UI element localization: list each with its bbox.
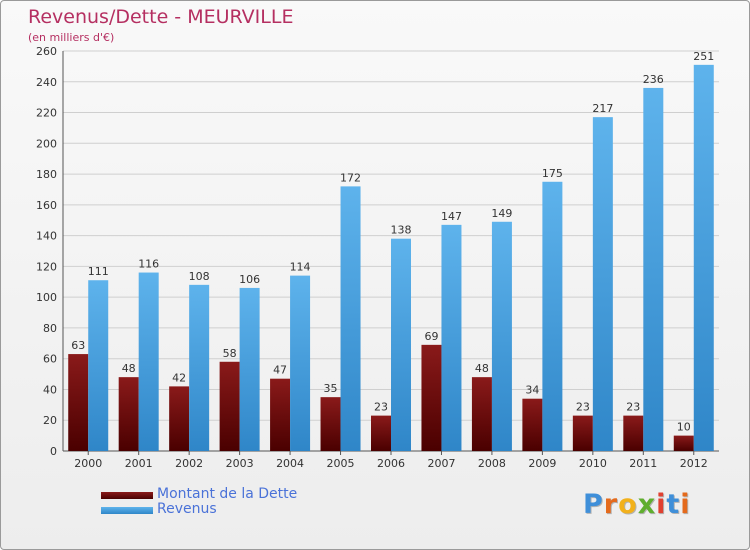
y-tick-label: 60 [43, 353, 57, 366]
bar-revenus [693, 64, 714, 451]
logo-letter: i [656, 489, 667, 520]
bar-dette [270, 378, 291, 451]
legend-swatch-dette [101, 492, 153, 499]
y-tick-label: 240 [36, 76, 57, 89]
bars [68, 64, 714, 452]
y-tick-label: 180 [36, 168, 57, 181]
bar-revenus [441, 224, 462, 451]
data-label-dette: 35 [324, 382, 338, 395]
bar-dette [169, 386, 190, 451]
data-label-revenus: 149 [491, 207, 512, 220]
x-tick-label: 2010 [579, 457, 607, 470]
bar-dette [421, 344, 442, 451]
chart-title: Revenus/Dette - MEURVILLE [28, 6, 294, 28]
legend-label-dette: Montant de la Dette [157, 486, 298, 502]
proxiti-logo: Proxiti [583, 489, 691, 520]
x-tick-label: 2004 [276, 457, 304, 470]
data-label-revenus: 106 [239, 273, 260, 286]
bar-dette [219, 361, 240, 451]
bar-revenus [542, 181, 563, 451]
data-label-revenus: 251 [693, 50, 714, 63]
data-label-revenus: 175 [542, 167, 563, 180]
y-tick-label: 160 [36, 199, 57, 212]
bar-revenus [138, 272, 159, 451]
logo-letter: x [637, 489, 657, 520]
legend-label-revenus: Revenus [157, 501, 217, 517]
data-label-revenus: 108 [189, 270, 210, 283]
data-label-dette: 48 [475, 362, 489, 375]
bar-dette [623, 415, 644, 451]
data-label-dette: 47 [273, 364, 287, 377]
bar-revenus [592, 117, 613, 452]
bar-revenus [643, 87, 664, 451]
data-label-dette: 48 [122, 362, 136, 375]
bar-dette [118, 377, 139, 451]
data-label-revenus: 114 [290, 261, 311, 274]
data-label-revenus: 217 [592, 102, 613, 115]
data-label-dette: 34 [525, 384, 539, 397]
x-tick-label: 2011 [629, 457, 657, 470]
bar-revenus [290, 275, 311, 451]
bar-dette [320, 397, 341, 451]
y-tick-label: 220 [36, 107, 57, 120]
data-label-revenus: 116 [138, 258, 159, 271]
y-tick-label: 140 [36, 230, 57, 243]
y-tick-label: 0 [50, 445, 57, 458]
logo-letter: o [618, 489, 638, 520]
bar-dette [371, 415, 391, 451]
legend-swatch-revenus [101, 507, 153, 514]
logo-letter: r [603, 489, 619, 520]
y-tick-label: 200 [36, 137, 57, 150]
data-label-dette: 42 [172, 371, 186, 384]
y-tick-label: 260 [36, 45, 57, 58]
logo-letter: i [680, 489, 691, 520]
x-tick-label: 2007 [427, 457, 455, 470]
x-tick-label: 2009 [528, 457, 556, 470]
x-tick-label: 2008 [478, 457, 506, 470]
bar-dette [471, 377, 492, 451]
data-label-dette: 58 [223, 347, 237, 360]
data-label-dette: 23 [374, 401, 388, 414]
x-tick-label: 2002 [175, 457, 203, 470]
chart-subtitle: (en milliers d'€) [28, 31, 115, 44]
data-label-dette: 63 [71, 339, 85, 352]
bar-revenus [189, 284, 210, 451]
data-label-revenus: 138 [391, 224, 412, 237]
data-label-revenus: 172 [340, 171, 361, 184]
x-tick-label: 2001 [125, 457, 153, 470]
data-label-revenus: 236 [643, 73, 664, 86]
data-label-dette: 23 [626, 401, 640, 414]
bar-revenus [340, 186, 361, 451]
x-tick-label: 2005 [327, 457, 355, 470]
x-tick-label: 2012 [680, 457, 708, 470]
logo-letter: t [666, 489, 681, 520]
bar-revenus [239, 287, 260, 451]
bar-dette [572, 415, 593, 451]
bar-revenus [491, 221, 512, 451]
y-tick-label: 80 [43, 322, 57, 335]
bar-revenus [88, 280, 109, 451]
y-tick-label: 100 [36, 291, 57, 304]
x-tick-label: 2006 [377, 457, 405, 470]
logo-letter: P [583, 489, 604, 520]
data-label-revenus: 111 [88, 265, 109, 278]
bar-dette [522, 398, 543, 451]
x-tick-label: 2003 [226, 457, 254, 470]
y-tick-label: 20 [43, 414, 57, 427]
y-tick-label: 40 [43, 383, 57, 396]
y-tick-label: 120 [36, 260, 57, 273]
data-label-dette: 69 [424, 330, 438, 343]
data-label-dette: 23 [576, 401, 590, 414]
x-tick-label: 2000 [74, 457, 102, 470]
data-label-dette: 10 [677, 421, 691, 434]
data-label-revenus: 147 [441, 210, 462, 223]
bar-dette [68, 354, 89, 451]
data-labels: 63 111 48 116 42 108 58 106 47 114 35 172 23 138 69 147… [71, 50, 714, 434]
bar-revenus [391, 238, 411, 451]
bar-dette [673, 435, 694, 451]
